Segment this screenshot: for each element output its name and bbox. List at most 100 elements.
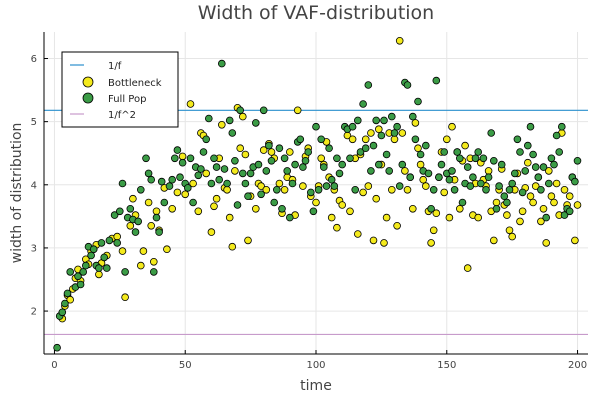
point-bottleneck [312,198,320,207]
point-full-pop [63,289,72,298]
point-bottleneck [531,182,540,190]
point-full-pop [304,148,313,156]
point-bottleneck [168,205,177,213]
point-bottleneck [539,205,548,213]
point-full-pop [244,192,252,201]
point-bottleneck [474,213,483,222]
point-bottleneck [346,207,354,216]
point-full-pop [353,116,362,125]
point-bottleneck [529,198,537,207]
point-full-pop [364,81,373,89]
point-full-pop [186,154,195,163]
point-full-pop [450,186,459,194]
point-bottleneck [121,293,129,302]
point-full-pop [338,160,347,169]
point-full-pop [361,144,370,153]
point-full-pop [184,184,192,192]
point-bottleneck [448,122,456,131]
point-bottleneck [565,192,574,201]
point-full-pop [411,135,420,144]
point-full-pop [453,148,462,156]
point-bottleneck [338,201,347,209]
point-full-pop [309,207,318,216]
point-bottleneck [421,182,430,190]
point-full-pop [359,100,367,108]
legend-label-1f2: 1/f^2 [108,110,136,121]
point-full-pop [521,167,529,175]
y-axis-title: width of distribution [9,123,25,264]
point-bottleneck [66,295,74,304]
point-bottleneck [327,213,336,222]
point-full-pop [165,182,174,190]
point-bottleneck [408,205,417,213]
point-bottleneck [212,194,221,203]
point-bottleneck [419,175,428,184]
point-full-pop [155,228,163,236]
point-bottleneck [178,152,187,161]
point-full-pop [171,154,179,163]
point-full-pop [414,97,422,106]
point-full-pop [116,207,124,216]
point-full-pop [207,179,216,188]
point-bottleneck [372,194,381,203]
point-bottleneck [463,264,472,272]
y-tick-label: 3 [31,243,37,254]
point-full-pop [508,179,517,188]
point-bottleneck [147,222,156,230]
point-full-pop [144,169,153,178]
point-full-pop [565,207,574,216]
point-full-pop [288,179,297,188]
point-full-pop [555,148,563,156]
point-bottleneck [560,186,569,194]
point-full-pop [327,175,336,184]
point-full-pop [79,268,87,276]
point-full-pop [103,264,111,272]
point-bottleneck [518,207,527,216]
point-full-pop [283,167,292,175]
point-full-pop [487,129,496,137]
point-full-pop [471,154,480,163]
point-bottleneck [275,179,284,188]
point-full-pop [351,186,360,194]
point-full-pop [466,182,475,190]
point-bottleneck [516,217,524,226]
point-bottleneck [257,182,265,190]
point-bottleneck [461,141,469,150]
point-bottleneck [537,217,545,226]
point-bottleneck [398,129,407,137]
point-bottleneck [137,261,145,270]
point-bottleneck [393,222,401,230]
point-full-pop [134,217,143,226]
point-full-pop [539,163,548,171]
point-full-pop [416,150,425,159]
point-bottleneck [244,236,252,245]
point-full-pop [513,135,522,144]
point-full-pop [571,177,579,186]
point-full-pop [66,268,74,276]
point-bottleneck [189,179,197,188]
point-full-pop [89,245,98,254]
point-full-pop [231,157,239,165]
point-full-pop [212,163,221,171]
point-bottleneck [374,125,383,133]
point-full-pop [492,205,501,213]
point-bottleneck [455,205,464,213]
point-full-pop [387,112,396,121]
point-full-pop [372,116,381,125]
point-full-pop [259,106,268,115]
point-full-pop [168,175,177,184]
point-bottleneck [364,182,373,190]
point-full-pop [421,141,430,150]
point-bottleneck [353,230,362,238]
point-bottleneck [150,257,158,266]
point-full-pop [406,173,415,182]
point-full-pop [432,76,441,85]
point-bottleneck [484,167,493,175]
point-bottleneck [317,154,326,163]
point-full-pop [547,154,556,163]
point-full-pop [220,165,229,173]
point-full-pop [510,169,519,178]
point-full-pop [285,213,294,222]
point-bottleneck [508,232,517,241]
point-full-pop [265,141,273,150]
